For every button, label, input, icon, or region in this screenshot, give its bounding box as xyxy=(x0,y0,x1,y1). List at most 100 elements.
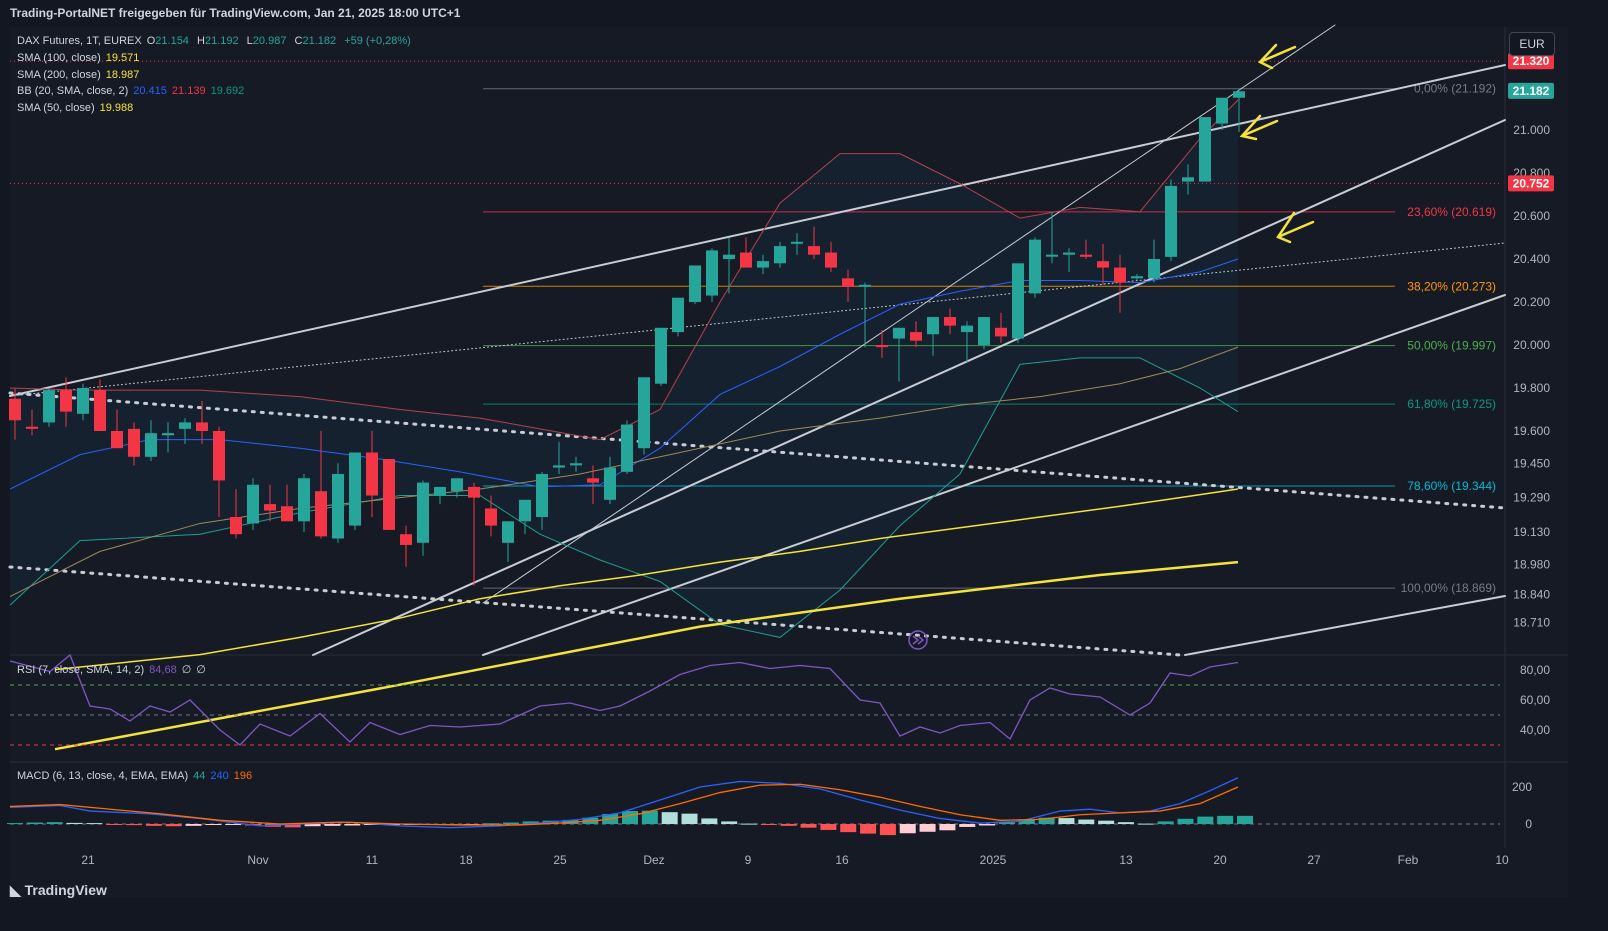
macd-hist-bar xyxy=(165,824,182,827)
candle-body xyxy=(1199,117,1211,182)
candle-body xyxy=(978,317,990,345)
macd-hist-bar xyxy=(364,824,381,825)
macd-hist-bar xyxy=(800,824,817,828)
macd-hist-bar xyxy=(780,824,797,826)
macd-hist-bar xyxy=(26,822,43,824)
macd-hist-bar xyxy=(126,824,143,826)
macd-hist-bar xyxy=(324,824,341,826)
macd-hist-bar xyxy=(1137,823,1154,825)
macd-hist-bar xyxy=(879,824,896,836)
trend-line xyxy=(9,242,1506,397)
sma100-line xyxy=(54,488,1239,671)
candle-body xyxy=(655,327,667,384)
bb-basis-line xyxy=(9,258,1239,490)
candle-body xyxy=(145,433,157,457)
macd-hist-bar xyxy=(1078,819,1095,824)
macd-hist-bar xyxy=(483,823,500,825)
fib-level-label: 61,80% (19.725) xyxy=(1407,397,1496,411)
bollinger-band-fill xyxy=(10,99,1238,638)
trend-line xyxy=(8,391,1507,510)
candle-body xyxy=(893,327,905,339)
share-header: Trading-PortalNET freigegeben für Tradin… xyxy=(10,6,461,20)
macd-hist-bar xyxy=(284,824,301,828)
price-tick-label: 21.000 xyxy=(1513,123,1550,137)
chart-frame xyxy=(10,27,1568,899)
time-tick-label: 25 xyxy=(553,853,567,867)
candle-body xyxy=(842,278,854,287)
macd-line xyxy=(9,777,1239,829)
candle-body xyxy=(604,467,616,500)
candle-body xyxy=(26,426,38,429)
candle-body xyxy=(706,250,718,296)
macd-hist-bar xyxy=(681,813,698,824)
price-label-box xyxy=(1508,53,1554,70)
macd-hist-bar xyxy=(939,824,956,831)
time-tick-label: Feb xyxy=(1398,853,1419,867)
candle-body xyxy=(417,482,429,543)
rsi-tick-label: 80,00 xyxy=(1520,663,1550,677)
symbol-name: DAX Futures, 1T, EUREX xyxy=(17,35,142,47)
macd-signal-line xyxy=(9,783,1239,826)
macd-hist-bar xyxy=(522,821,539,824)
time-tick-label: Dez xyxy=(643,853,664,867)
currency-button[interactable]: EUR xyxy=(1509,32,1555,56)
price-tick-label: 20.600 xyxy=(1513,209,1550,223)
candle-body xyxy=(349,452,361,526)
price-tick-label: 19.130 xyxy=(1513,525,1550,539)
time-tick-label: 18 xyxy=(459,853,473,867)
candle-body xyxy=(961,325,973,333)
macd-hist-bar xyxy=(622,811,638,824)
macd-hist-bar xyxy=(979,824,996,826)
macd-hist-bar xyxy=(959,824,976,827)
macd-hist-bar xyxy=(304,824,321,827)
price-tick-label: 19.800 xyxy=(1513,381,1550,395)
time-tick-label: 2025 xyxy=(980,853,1007,867)
candle-body xyxy=(1012,263,1024,339)
candle-body xyxy=(1097,261,1109,268)
candle-body xyxy=(621,424,633,472)
annotation-arrow xyxy=(1276,211,1315,244)
rsi-tick-label: 40,00 xyxy=(1520,723,1550,737)
candle-body xyxy=(213,431,225,481)
macd-hist-bar xyxy=(1157,821,1174,824)
candle-body xyxy=(94,390,106,431)
macd-hist-bar xyxy=(1197,816,1214,824)
candle-body xyxy=(264,504,276,511)
macd-hist-bar xyxy=(1217,815,1234,824)
tv-logo-icon: ◣ xyxy=(10,882,25,898)
legend-sma200: SMA (200, close) 18.987 xyxy=(17,69,140,81)
candle-body xyxy=(1080,254,1092,257)
candle-body xyxy=(519,499,531,522)
rsi-line xyxy=(9,653,1239,746)
candle-body xyxy=(1029,239,1041,294)
candle-body xyxy=(1216,97,1228,124)
candle-body xyxy=(1182,177,1194,182)
tradingview-logo: ◣ TradingView xyxy=(10,882,107,898)
candle-body xyxy=(910,332,922,341)
candle-body xyxy=(570,463,582,466)
candle-body xyxy=(111,431,123,449)
candle-body xyxy=(1131,276,1143,279)
candle-body xyxy=(927,317,939,335)
candle-body xyxy=(332,474,344,539)
candle-body xyxy=(723,254,735,259)
candle-body xyxy=(43,390,55,423)
candle-body xyxy=(434,486,446,496)
macd-hist-bar xyxy=(1018,819,1035,824)
macd-hist-bar xyxy=(760,824,777,825)
candle-body xyxy=(1063,252,1075,255)
macd-hist-bar xyxy=(7,823,23,825)
price-label-text: 20.752 xyxy=(1513,176,1550,190)
macd-hist-bar xyxy=(840,824,857,833)
macd-tick-label: 200 xyxy=(1512,780,1532,794)
candle-body xyxy=(1114,267,1126,283)
candle-body xyxy=(587,478,599,483)
candle-body xyxy=(876,345,888,348)
trend-line xyxy=(482,294,1506,656)
time-tick-label: Nov xyxy=(247,853,268,867)
macd-hist-bar xyxy=(1237,815,1253,824)
legend-sma100: SMA (100, close) 19.571 xyxy=(17,52,140,64)
candle-body xyxy=(60,390,72,412)
price-label-text: 21.320 xyxy=(1513,54,1550,68)
